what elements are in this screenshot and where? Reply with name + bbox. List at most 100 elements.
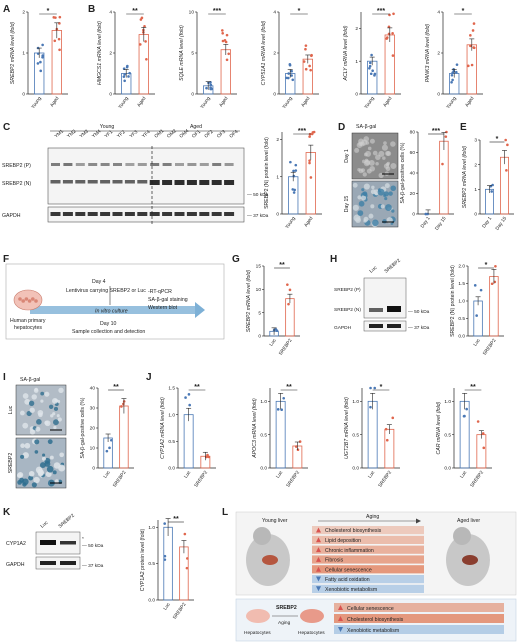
data-point — [369, 386, 372, 390]
band-nuclear — [137, 180, 148, 184]
y-tick-label: 0.5 — [458, 316, 465, 322]
data-point — [122, 75, 126, 78]
data-point — [304, 67, 308, 71]
bar — [119, 405, 129, 469]
stained-cell — [39, 470, 45, 476]
data-point — [391, 31, 394, 35]
data-point — [385, 438, 389, 442]
y-tick-label: 0 — [276, 212, 279, 218]
band-nuclear — [75, 180, 86, 184]
cell — [363, 152, 368, 157]
y-tick-label: 1 — [474, 187, 477, 193]
data-point — [128, 71, 131, 75]
change-label: Chronic inflammation — [325, 548, 374, 554]
band — [60, 541, 76, 545]
data-point — [469, 34, 472, 37]
data-point — [287, 302, 290, 306]
y-tick-label: 2 — [109, 51, 112, 57]
y-axis-label: CYP1A2 mRNA level (fold) — [160, 397, 166, 459]
readout-label: SA-β-gal staining — [148, 297, 188, 303]
data-point — [292, 169, 295, 173]
band-nuclear — [224, 180, 235, 185]
bar — [384, 34, 395, 95]
band-nuclear — [112, 180, 123, 184]
x-tick-label: Luc — [472, 337, 482, 347]
data-point — [205, 86, 208, 90]
band-precursor — [88, 163, 98, 166]
data-point — [288, 288, 292, 292]
y-tick-label: 0.5 — [352, 432, 359, 438]
lane-label: YF4 — [141, 129, 152, 139]
y-tick-label: 40 — [90, 386, 96, 392]
data-point — [370, 53, 373, 57]
young-group-label: Young — [100, 124, 115, 130]
cell — [22, 422, 29, 429]
hepatocytes-icon — [246, 609, 270, 623]
cell-icon — [31, 297, 35, 301]
y-axis-label: CYP51A1 mRNA level (fold) — [261, 20, 267, 85]
y-tick-label: 0 — [109, 92, 112, 98]
data-point — [384, 427, 388, 431]
y-axis-label: SQLE mRNA level (fold) — [179, 25, 185, 81]
y-tick-label: 10 — [256, 287, 262, 293]
cell — [40, 399, 44, 403]
y-tick-label: 10 — [90, 446, 96, 452]
stained-cell — [39, 462, 46, 469]
day1-label: Day 1 — [344, 149, 350, 163]
change-label: Cholesterol biosynthesis — [325, 528, 382, 534]
y-tick-label: 1.0 — [444, 399, 451, 405]
data-point — [223, 39, 227, 42]
significance-label: ** — [173, 516, 179, 523]
panel-f-schematic: Day 4 Lentivirus carrying SREBP2 or Luc In… — [5, 263, 225, 340]
data-point — [504, 138, 507, 142]
change-label: Xenobiotic metabolism — [347, 628, 399, 634]
data-point — [294, 169, 298, 172]
stained-cell — [382, 219, 387, 224]
band-nuclear — [87, 180, 98, 184]
cell — [368, 160, 375, 166]
bar — [476, 434, 487, 469]
x-tick-label: Day 1 — [420, 215, 432, 229]
panel-letter: H — [330, 254, 337, 265]
data-point — [225, 33, 229, 37]
band-precursor — [162, 163, 172, 166]
band-gapdh — [199, 212, 210, 216]
y-tick-label: 1.0 — [458, 299, 465, 305]
readout-label: Western blot — [148, 305, 178, 311]
data-point — [368, 66, 371, 70]
stained-cell — [44, 461, 51, 467]
y-tick-label: 4 — [437, 10, 440, 16]
change-bar — [334, 625, 504, 634]
dish-icon — [13, 289, 43, 311]
data-point — [280, 408, 283, 412]
y-tick-label: 2 — [437, 51, 440, 57]
change-label: Lipid deposition — [325, 538, 361, 544]
data-point — [120, 405, 123, 408]
down-arrow-icon — [338, 627, 343, 632]
panel-letter: L — [222, 507, 228, 518]
x-tick-label: SREBP2 — [278, 337, 294, 356]
stained-cell — [372, 219, 379, 227]
data-point — [310, 54, 313, 58]
panel-letter: D — [338, 122, 345, 133]
y-tick-label: 20 — [90, 426, 96, 432]
data-point — [302, 60, 306, 63]
x-tick-label: SREBP2 — [482, 337, 498, 356]
data-point — [490, 190, 493, 193]
data-point — [469, 44, 472, 48]
blot-gapdh — [35, 556, 81, 570]
data-point — [475, 314, 478, 317]
data-point — [287, 76, 290, 80]
band-precursor — [175, 163, 184, 166]
y-tick-label: 3 — [474, 138, 477, 144]
x-tick-label: Aged — [382, 95, 394, 108]
y-tick-label: 4 — [273, 10, 276, 16]
lane-label: OM4 — [178, 128, 190, 139]
x-tick-label: Luc — [183, 469, 193, 479]
change-label: Fatty acid oxidation — [325, 577, 370, 583]
bar — [275, 400, 286, 469]
x-tick-label: Aged — [303, 215, 315, 228]
data-point — [368, 61, 372, 65]
